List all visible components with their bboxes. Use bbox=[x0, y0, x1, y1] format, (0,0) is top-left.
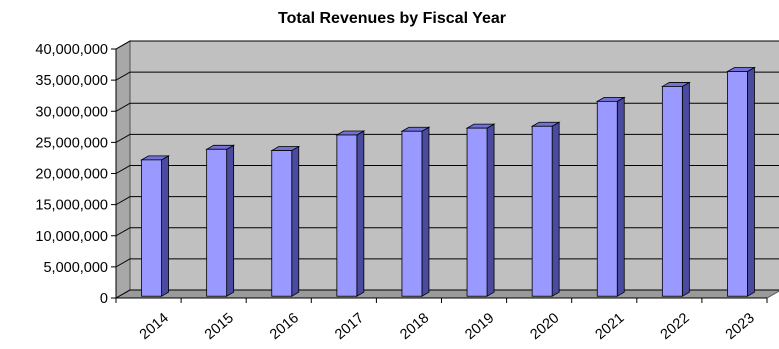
bar-front bbox=[206, 148, 228, 297]
x-tick-label: 2019 bbox=[462, 310, 497, 343]
bar-side bbox=[616, 96, 625, 297]
bar-front bbox=[401, 130, 423, 297]
x-tick-label: 2018 bbox=[397, 310, 432, 343]
y-tick-label: 5,000,000 bbox=[43, 260, 108, 276]
gridline bbox=[115, 71, 779, 81]
bar bbox=[465, 123, 496, 297]
bar-side bbox=[747, 66, 755, 297]
bar bbox=[140, 155, 171, 297]
x-tick-label: 2020 bbox=[527, 310, 562, 343]
bar bbox=[400, 126, 431, 297]
gridline bbox=[115, 165, 779, 174]
y-tick-label: 40,000,000 bbox=[35, 42, 108, 58]
bar-front bbox=[727, 71, 748, 297]
y-tick-label: 0 bbox=[100, 291, 108, 307]
chart-title: Total Revenues by Fiscal Year bbox=[278, 10, 506, 27]
bar-side bbox=[356, 130, 365, 297]
y-axis: 0 5,000,000 10,000,000 15,000,000 20,000,000… bbox=[35, 42, 117, 307]
bar bbox=[205, 144, 236, 297]
bar bbox=[270, 145, 301, 297]
y-tick-label: 30,000,000 bbox=[35, 104, 108, 120]
bar-front bbox=[271, 150, 293, 297]
bar-side bbox=[291, 145, 300, 297]
gridline bbox=[115, 40, 779, 50]
bar bbox=[725, 66, 756, 297]
bar-side bbox=[226, 144, 235, 297]
gridline bbox=[115, 196, 779, 206]
bar-side bbox=[486, 123, 495, 297]
x-tick-label: 2021 bbox=[593, 310, 628, 343]
x-tick-label: 2016 bbox=[267, 310, 302, 343]
x-tick-label: 2014 bbox=[137, 310, 172, 343]
bar-front bbox=[596, 100, 618, 297]
y-tick-label: 35,000,000 bbox=[35, 73, 108, 89]
bar bbox=[660, 81, 691, 297]
bar-front bbox=[466, 127, 488, 297]
x-tick-label: 2017 bbox=[332, 310, 367, 343]
bar-side bbox=[681, 81, 690, 297]
y-tick-label: 10,000,000 bbox=[35, 229, 108, 245]
gridlines bbox=[115, 40, 779, 299]
bar-front bbox=[141, 159, 162, 297]
bar-side bbox=[161, 155, 169, 297]
y-tick-label: 20,000,000 bbox=[35, 167, 108, 183]
x-axis: 2014 2015 2016 2017 2018 2019 2020 2021 2022 2023 bbox=[115, 297, 768, 343]
bar bbox=[595, 96, 626, 297]
bar-series bbox=[140, 66, 756, 297]
y-tick-label: 15,000,000 bbox=[35, 198, 108, 214]
gridline bbox=[115, 133, 779, 143]
gridline bbox=[115, 258, 779, 268]
x-tick-label: 2022 bbox=[658, 310, 693, 343]
x-tick-label: 2015 bbox=[202, 310, 237, 343]
gridline bbox=[115, 102, 779, 112]
bar-side bbox=[551, 121, 560, 297]
bar bbox=[335, 130, 366, 297]
x-tick-label: 2023 bbox=[723, 310, 758, 343]
bar-front bbox=[661, 86, 683, 297]
bar bbox=[530, 121, 561, 297]
gridline bbox=[115, 289, 779, 299]
y-tick-label: 25,000,000 bbox=[35, 135, 108, 151]
bar-front bbox=[336, 134, 358, 297]
bar-side bbox=[421, 126, 430, 297]
gridline bbox=[115, 227, 779, 237]
bar-front bbox=[531, 125, 553, 297]
